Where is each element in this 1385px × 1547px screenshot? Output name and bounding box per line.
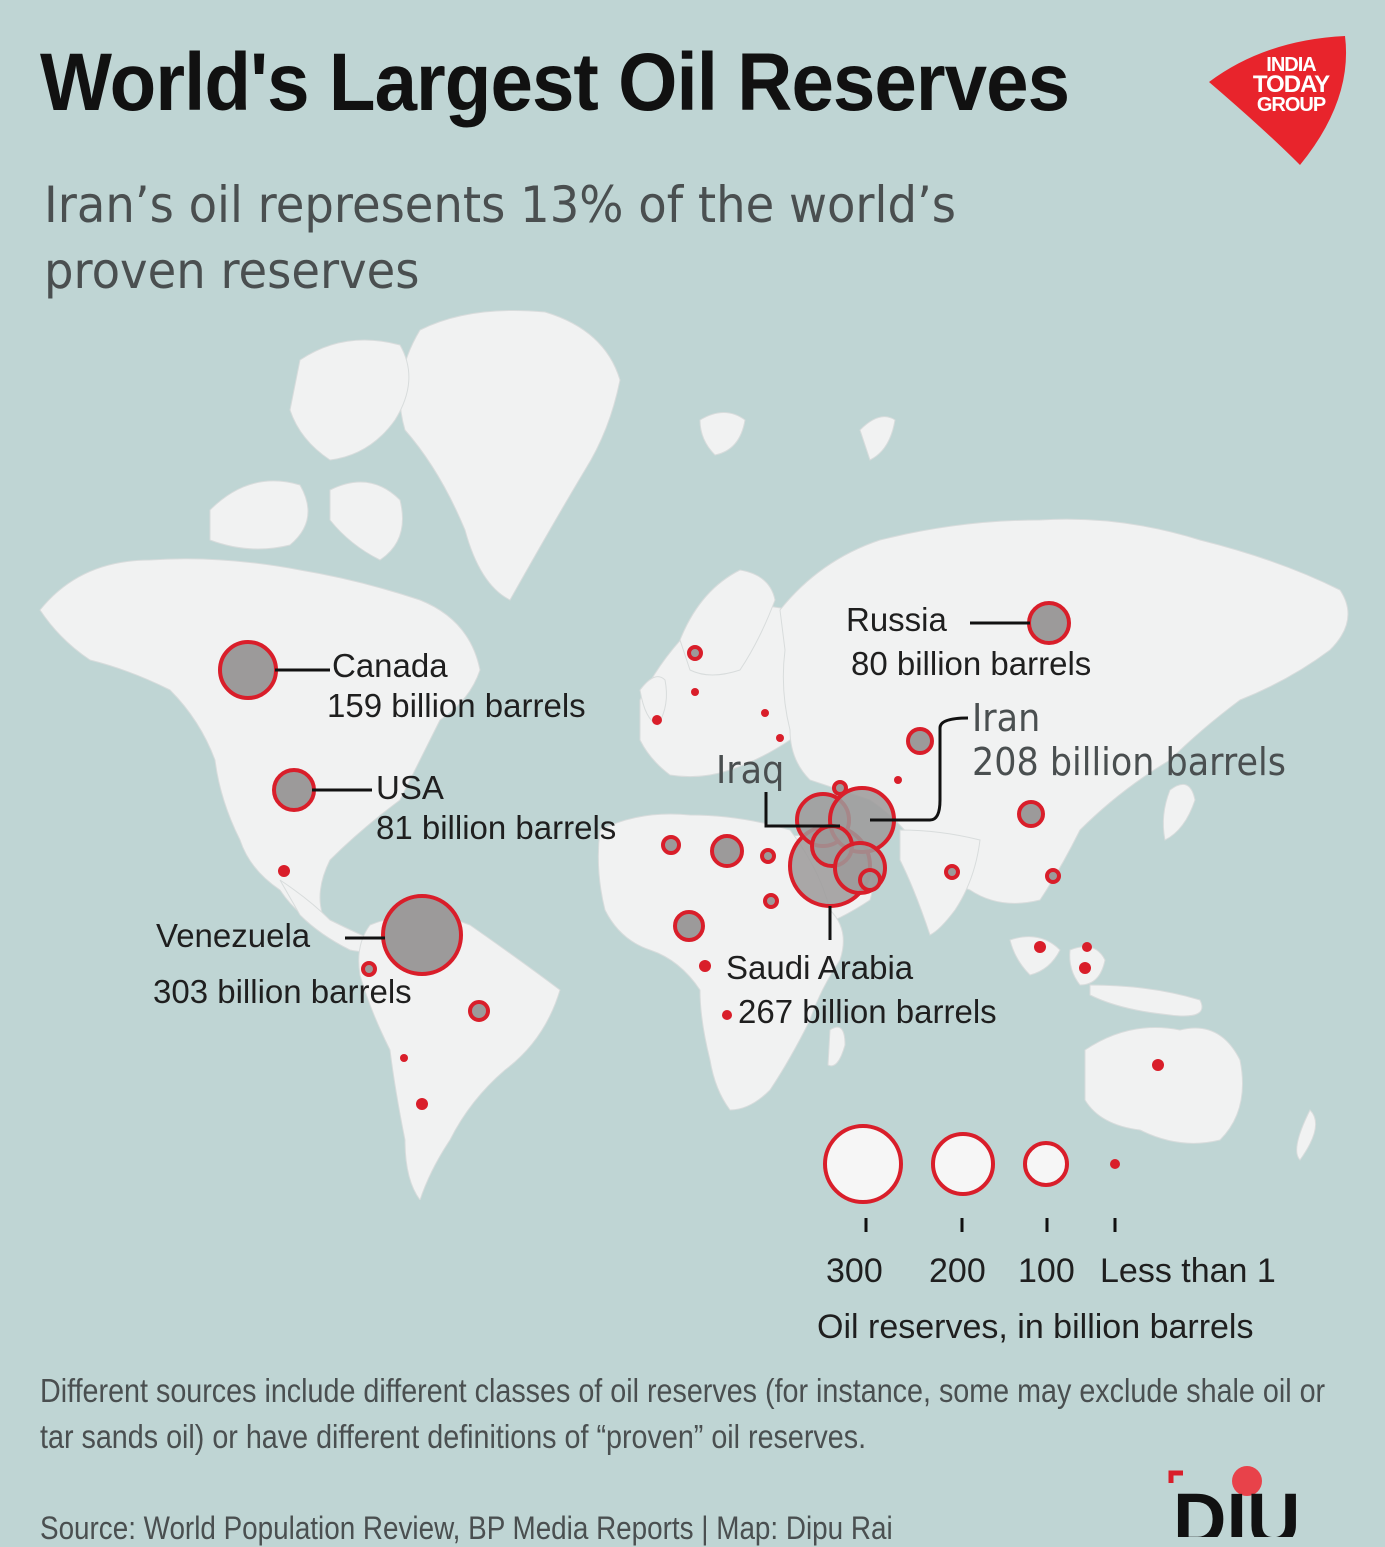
svg-text:DIU: DIU (1173, 1478, 1300, 1537)
label-russia-value: 80 billion barrels (851, 645, 1092, 682)
label-russia: Russia 80 billion barrels (846, 600, 1091, 684)
label-canada-name: Canada (332, 647, 448, 684)
land-masses (39, 310, 1349, 1200)
legend-lt1-dot (1110, 1159, 1120, 1169)
label-iran-name: Iran (972, 696, 1041, 740)
label-usa-name: USA (376, 769, 444, 806)
diu-logo-icon: DIU (1168, 1466, 1300, 1547)
label-canada: Canada 159 billion barrels (327, 646, 586, 726)
label-iraq-name: Iraq (716, 748, 785, 792)
footnote: Different sources include different clas… (40, 1372, 1326, 1455)
logo-line-2: TODAY (1252, 71, 1330, 98)
label-iran-value: 208 billion barrels (972, 740, 1286, 784)
legend-100-circle (1023, 1141, 1069, 1187)
page-title: World's Largest Oil Reserves (40, 37, 1070, 128)
label-saudi-value: 267 billion barrels (738, 993, 997, 1030)
logo-shield-icon (1209, 36, 1347, 165)
legend-100: 100 (1018, 1252, 1075, 1290)
label-usa-value: 81 billion barrels (376, 809, 617, 846)
subtitle: Iran’s oil represents 13% of the world’s… (44, 176, 956, 300)
label-usa: USA 81 billion barrels (376, 768, 616, 848)
label-iraq: Iraq (716, 750, 784, 790)
reserve-bubbles (218, 601, 1071, 1022)
small-reserve-dots (278, 688, 1164, 1110)
logo-line-3: GROUP (1256, 94, 1326, 116)
leader-lines (275, 621, 1030, 940)
size-legend (823, 1124, 1120, 1232)
legend-200-circle (931, 1132, 995, 1196)
label-venezuela: Venezuela 303 billion barrels (153, 916, 412, 1012)
label-iran: Iran 208 billion barrels (972, 696, 1286, 784)
diu-logo: DIU (1165, 1465, 1325, 1547)
label-venezuela-name: Venezuela (156, 917, 311, 954)
label-russia-name: Russia (846, 601, 947, 638)
legend-caption: Oil reserves, in billion barrels (817, 1308, 1254, 1346)
label-canada-value: 159 billion barrels (327, 687, 586, 724)
india-today-group-logo: INDIA TODAY GROUP (1205, 30, 1380, 170)
legend-300-circle (823, 1124, 903, 1204)
legend-200: 200 (929, 1252, 986, 1290)
world-map (39, 310, 1349, 1200)
legend-300: 300 (826, 1252, 883, 1290)
source-credit: Source: World Population Review, BP Medi… (40, 1510, 893, 1546)
label-saudi-arabia: Saudi Arabia 267 billion barrels (726, 948, 997, 1032)
legend-less-than-1: Less than 1 (1100, 1252, 1276, 1290)
label-venezuela-value: 303 billion barrels (153, 973, 412, 1010)
label-saudi-name: Saudi Arabia (726, 949, 914, 986)
logo-line-1: INDIA (1266, 54, 1316, 76)
